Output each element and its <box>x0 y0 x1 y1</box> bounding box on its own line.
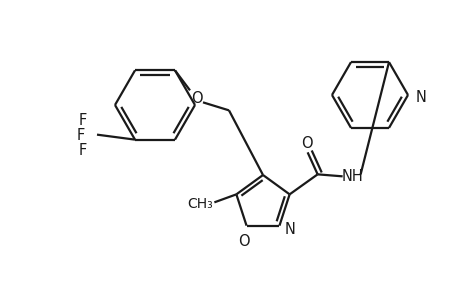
Text: F: F <box>78 113 87 128</box>
Text: F: F <box>78 143 87 158</box>
Text: F: F <box>77 128 85 143</box>
Text: NH: NH <box>341 169 363 184</box>
Text: O: O <box>300 136 312 151</box>
Text: N: N <box>415 89 426 104</box>
Text: N: N <box>284 222 295 237</box>
Text: O: O <box>237 234 249 249</box>
Text: CH₃: CH₃ <box>187 197 213 211</box>
Text: O: O <box>191 91 202 106</box>
